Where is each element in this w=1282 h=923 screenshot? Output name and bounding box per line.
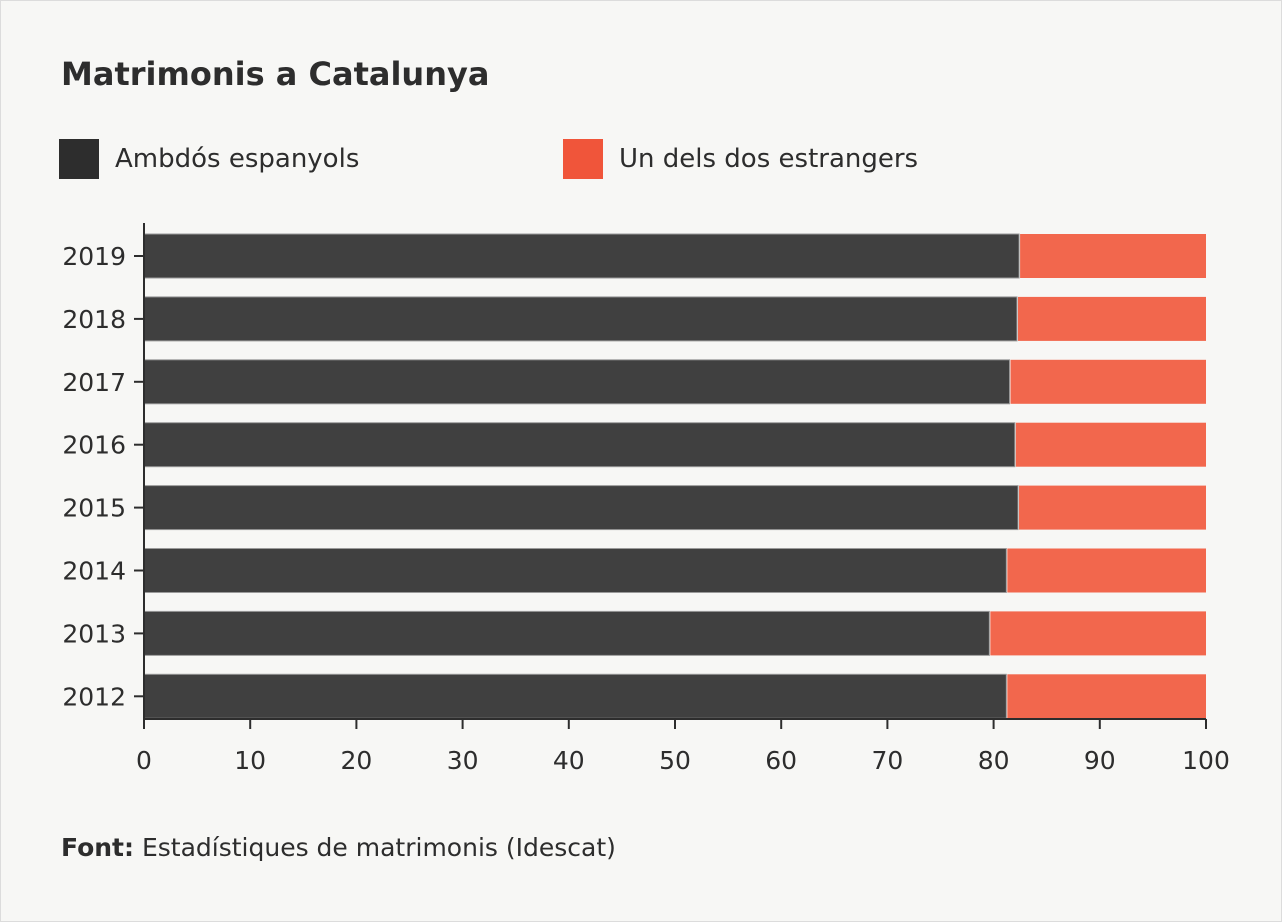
- legend-item-ambdos-espanyols: Ambdós espanyols: [59, 139, 359, 179]
- x-tick-label: 80: [978, 746, 1010, 775]
- x-tick-label: 100: [1182, 746, 1230, 775]
- x-tick-label: 20: [340, 746, 372, 775]
- source-note: Font: Estadístiques de matrimonis (Idesc…: [61, 833, 616, 862]
- x-tick-label: 10: [234, 746, 266, 775]
- bar-estrangers-2012: [1007, 674, 1206, 719]
- y-tick-label: 2014: [62, 557, 126, 586]
- bar-estrangers-2013: [990, 611, 1206, 656]
- bar-estrangers-2016: [1015, 422, 1206, 467]
- y-tick-label: 2017: [62, 368, 126, 397]
- bar-espanyols-2014: [143, 548, 1007, 593]
- x-tick-label: 60: [765, 746, 797, 775]
- bar-estrangers-2015: [1019, 485, 1206, 530]
- x-tick-label: 30: [447, 746, 479, 775]
- y-tick-label: 2012: [62, 682, 126, 711]
- legend-label: Un dels dos estrangers: [619, 144, 919, 174]
- source-label: Font:: [61, 833, 134, 862]
- bar-espanyols-2013: [143, 610, 990, 656]
- x-tick-label: 50: [659, 746, 691, 775]
- x-tick-label: 90: [1084, 746, 1116, 775]
- legend-swatch: [59, 139, 99, 179]
- source-text: Estadístiques de matrimonis (Idescat): [141, 833, 616, 862]
- y-tick-label: 2019: [62, 242, 126, 271]
- bar-espanyols-2019: [143, 233, 1020, 279]
- y-tick-label: 2015: [62, 494, 126, 523]
- bar-espanyols-2016: [143, 422, 1016, 468]
- bar-estrangers-2017: [1010, 359, 1206, 404]
- y-tick-label: 2018: [62, 305, 126, 334]
- bar-espanyols-2012: [143, 673, 1007, 719]
- x-tick-label: 70: [871, 746, 903, 775]
- x-tick-label: 0: [136, 746, 152, 775]
- bar-estrangers-2014: [1007, 548, 1206, 593]
- bar-estrangers-2019: [1020, 234, 1206, 278]
- legend-label: Ambdós espanyols: [115, 144, 360, 174]
- bar-espanyols-2015: [143, 485, 1019, 531]
- x-tick-label: 40: [553, 746, 585, 775]
- legend-item-un-dels-dos-estrangers: Un dels dos estrangers: [563, 139, 918, 179]
- chart-title: Matrimonis a Catalunya: [61, 55, 490, 93]
- bar-estrangers-2018: [1017, 296, 1206, 341]
- y-tick-label: 2016: [62, 431, 126, 460]
- bar-espanyols-2017: [143, 359, 1011, 405]
- y-tick-label: 2013: [62, 619, 126, 648]
- bar-espanyols-2018: [143, 296, 1018, 342]
- legend-swatch: [563, 139, 603, 179]
